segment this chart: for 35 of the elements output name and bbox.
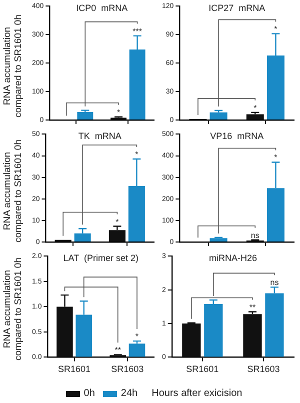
chart-title: VP16 mRNA — [210, 131, 264, 142]
chart-title: ICP0 mRNA — [76, 3, 128, 14]
legend-label: 0h — [84, 388, 95, 399]
bar — [182, 324, 201, 357]
annotation: * — [274, 24, 278, 34]
annotation: ** — [249, 302, 256, 312]
chart-title: LAT (Primer set 2) — [63, 253, 138, 264]
annotation: * — [254, 103, 257, 112]
legend-title: Hours after exicision — [152, 388, 242, 399]
y-axis-title: RNA accumulation compared to SR1601 0h — [2, 256, 24, 362]
bar — [246, 114, 264, 120]
y-axis-title: RNA accumulation compared to SR1601 0h — [2, 138, 24, 244]
annotation: * — [135, 150, 138, 159]
chart-title: ICP27 mRNA — [208, 3, 266, 14]
chart-title: TK mRNA — [78, 131, 122, 142]
annotation: ns — [270, 278, 279, 288]
annotation: * — [116, 217, 119, 226]
annotation: * — [116, 108, 120, 117]
x-tick-label: SR1603 — [247, 364, 280, 374]
annotation: ns — [250, 230, 260, 240]
y-axis-title: RNA accumulation compared to SR1601 0h — [2, 14, 24, 120]
x-tick-label: SR1601 — [58, 364, 91, 374]
bar — [243, 314, 262, 357]
bar — [210, 112, 228, 120]
bar — [210, 238, 228, 242]
chart-title: miRNA-H26 — [208, 253, 257, 264]
bar — [77, 112, 94, 120]
x-tick-label: SR1601 — [186, 364, 219, 374]
x-tick-label: SR1603 — [111, 364, 144, 374]
annotation: * — [274, 153, 278, 162]
annotation: * — [135, 332, 139, 342]
legend-label: 24h — [120, 388, 138, 399]
bar — [128, 344, 146, 357]
annotation: *** — [132, 26, 142, 36]
annotation: ** — [114, 346, 121, 355]
